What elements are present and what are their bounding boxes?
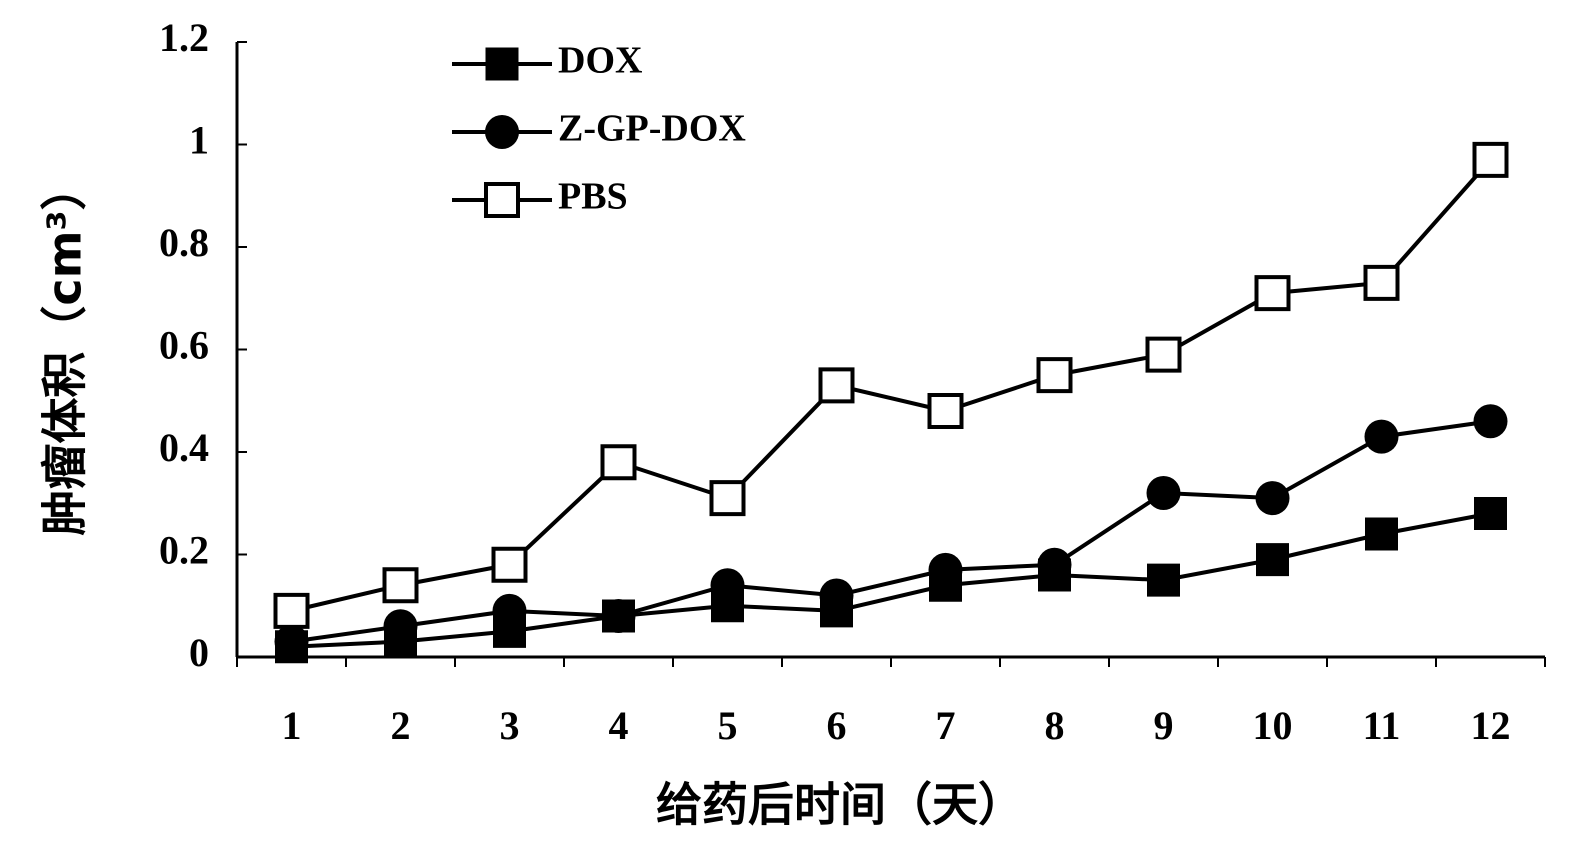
- marker: [383, 609, 418, 644]
- marker: [491, 546, 528, 583]
- y-tick-label: 0.8: [159, 220, 209, 265]
- marker: [927, 393, 964, 429]
- series-line: [291, 511, 1491, 649]
- marker: [1037, 547, 1072, 582]
- marker: [484, 182, 520, 218]
- marker: [274, 624, 309, 659]
- x-tick-label: 3: [500, 703, 520, 748]
- marker: [1473, 404, 1508, 439]
- marker: [818, 367, 855, 404]
- x-tick-label: 6: [827, 703, 847, 748]
- marker: [485, 47, 519, 81]
- marker: [492, 593, 527, 628]
- marker: [600, 444, 637, 481]
- marker: [1474, 497, 1507, 530]
- x-axis-title: 给药后时间（天）: [656, 778, 1024, 832]
- marker: [382, 567, 419, 604]
- y-tick-label: 0.6: [159, 323, 209, 368]
- y-tick-label: 0.4: [159, 425, 209, 470]
- x-tick-label: 11: [1363, 703, 1401, 748]
- y-tick-label: 0: [189, 630, 209, 675]
- marker: [1254, 275, 1291, 312]
- x-tick-label: 10: [1253, 703, 1293, 748]
- marker: [485, 115, 519, 149]
- marker: [710, 568, 745, 603]
- x-tick-label: 9: [1154, 703, 1174, 748]
- marker: [1363, 264, 1400, 301]
- marker: [1145, 336, 1182, 373]
- y-axis-title: 肿瘤体积（cm³）: [38, 164, 92, 535]
- legend-label: PBS: [558, 176, 628, 218]
- marker: [1365, 517, 1398, 551]
- series-line: [291, 158, 1492, 613]
- legend-label: Z-GP-DOX: [558, 108, 746, 150]
- x-tick-label: 5: [718, 703, 738, 748]
- marker: [601, 599, 636, 633]
- y-tick-label: 1.2: [159, 15, 209, 60]
- legend-label: DOX: [558, 40, 642, 82]
- y-tick-label: 0.2: [159, 528, 209, 573]
- series-line: [291, 419, 1491, 644]
- x-tick-label: 8: [1045, 703, 1065, 748]
- x-tick-label: 4: [609, 703, 629, 748]
- y-tick-label: 1: [189, 118, 209, 163]
- x-tick-label: 7: [936, 703, 956, 748]
- marker: [273, 592, 310, 629]
- x-tick-label: 12: [1471, 703, 1511, 748]
- marker: [1255, 481, 1290, 516]
- x-tick-label: 2: [391, 703, 411, 748]
- marker: [1472, 141, 1509, 178]
- marker: [1364, 419, 1399, 454]
- marker: [709, 480, 746, 517]
- marker: [819, 578, 854, 613]
- marker: [1036, 357, 1073, 394]
- marker: [1147, 563, 1180, 597]
- marker: [1146, 476, 1181, 510]
- marker: [1256, 543, 1289, 577]
- x-tick-label: 1: [282, 703, 302, 748]
- marker: [928, 552, 963, 587]
